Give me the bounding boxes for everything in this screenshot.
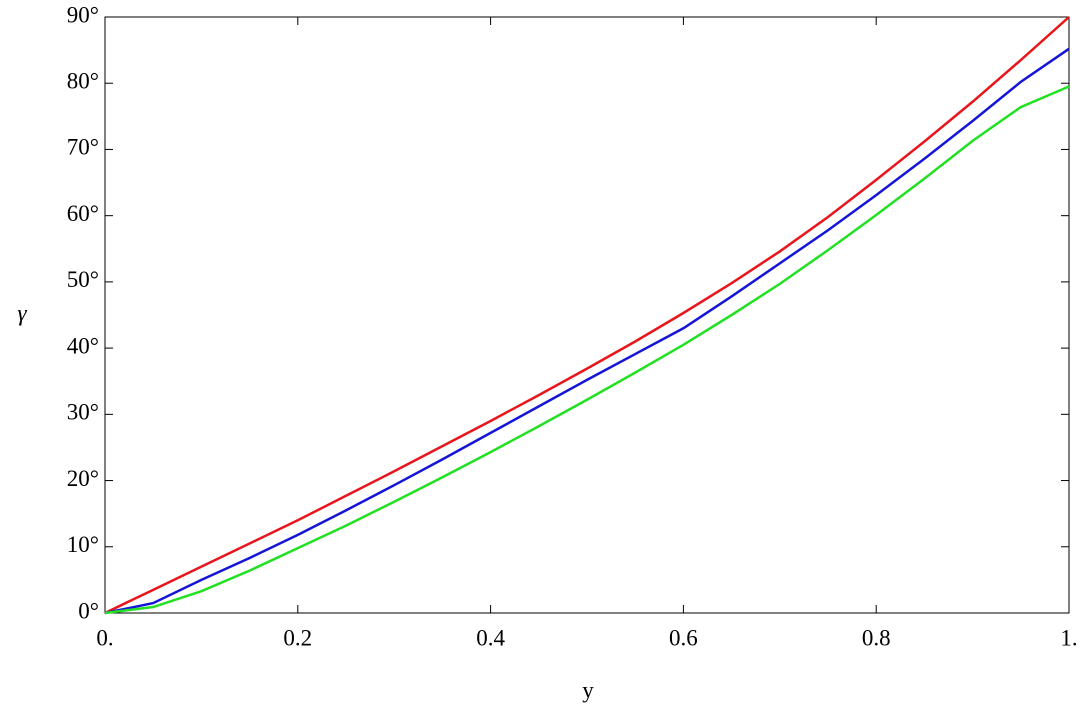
y-tick-label: 50° [67, 267, 99, 292]
data-line [104, 85, 1070, 615]
y-tick-label: 10° [67, 532, 99, 557]
data-line [104, 47, 1070, 615]
y-axis-label: γ [17, 300, 27, 325]
x-tick-label: 0.4 [476, 625, 505, 650]
x-axis-label: y [582, 677, 594, 702]
x-tick-label: 0. [96, 625, 113, 650]
y-tick-label: 90° [67, 2, 99, 27]
y-tick-label: 80° [67, 69, 99, 94]
x-tick-label: 0.8 [862, 625, 891, 650]
x-tick-label: 1. [1060, 625, 1077, 650]
y-tick-label: 40° [67, 333, 99, 358]
x-tick-label: 0.2 [283, 625, 312, 650]
plot-frame [104, 16, 1070, 614]
y-tick-label: 30° [67, 400, 99, 425]
y-tick-label: 0° [78, 598, 99, 623]
y-tick-label: 20° [67, 466, 99, 491]
x-tick-label: 0.6 [669, 625, 698, 650]
y-tick-label: 70° [67, 135, 99, 160]
data-line [104, 16, 1070, 615]
y-tick-label: 60° [67, 201, 99, 226]
